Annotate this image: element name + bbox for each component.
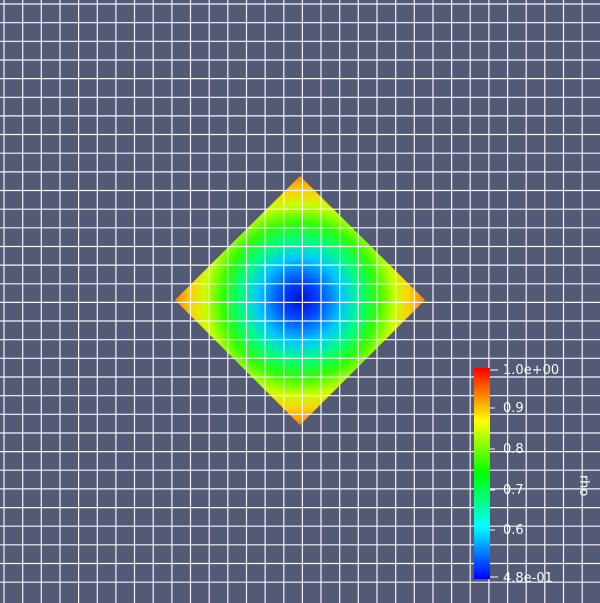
color-legend-ticks <box>490 369 498 578</box>
legend-label-0-6: 0.6 <box>503 523 524 538</box>
legend-label-0-8: 0.8 <box>503 442 524 457</box>
legend-label-0-9: 0.9 <box>503 401 524 416</box>
rho-colored-patch[interactable] <box>175 176 425 425</box>
legend-label-0-7: 0.7 <box>503 483 524 498</box>
legend-label-min: 4.8e-01 <box>503 571 553 586</box>
legend-label-max: 1.0e+00 <box>503 363 559 378</box>
legend-title: rho <box>576 475 591 496</box>
color-legend[interactable]: 1.0e+00 0.9 0.8 0.7 0.6 4.8e-01 rho <box>474 363 591 586</box>
color-legend-bar <box>474 368 490 579</box>
